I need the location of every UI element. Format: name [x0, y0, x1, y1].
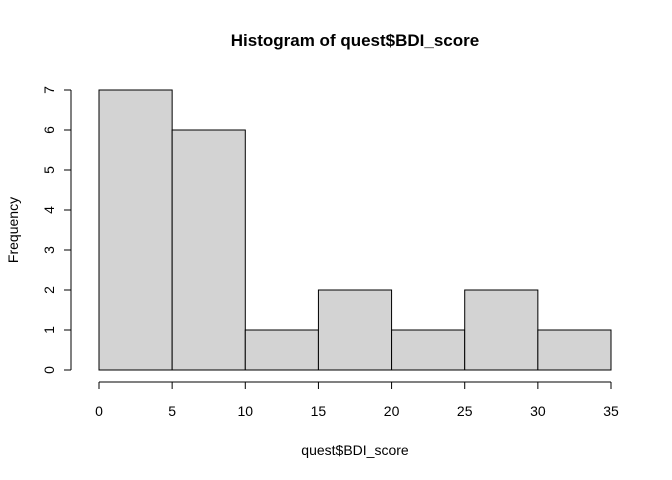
bars-group	[98, 89, 612, 371]
histogram-bar-4	[391, 329, 466, 371]
y-tick-label-5: 5	[41, 166, 57, 174]
chart-title: Histogram of quest$BDI_score	[231, 31, 479, 50]
x-tick-label-5: 25	[457, 403, 473, 419]
x-tick-label-3: 15	[311, 403, 327, 419]
y-axis: 0 1 2 3 4 5 6 7	[41, 86, 72, 374]
histogram-bar-1	[171, 129, 246, 371]
x-axis-label: quest$BDI_score	[301, 442, 409, 458]
y-tick-label-2: 2	[41, 286, 57, 294]
y-tick-label-4: 4	[41, 206, 57, 214]
histogram-bar-2	[244, 329, 319, 371]
y-axis-label: Frequency	[5, 197, 21, 263]
x-axis: 0 5 10 15 20 25 30 35	[95, 381, 619, 419]
y-tick-label-3: 3	[41, 246, 57, 254]
histogram-bar-0	[98, 89, 173, 371]
histogram-bar-3	[317, 289, 393, 371]
x-tick-label-0: 0	[95, 403, 103, 419]
y-tick-label-6: 6	[41, 126, 57, 134]
x-tick-label-1: 5	[168, 403, 176, 419]
y-tick-label-0: 0	[41, 366, 57, 374]
x-tick-label-4: 20	[384, 403, 400, 419]
histogram-bar-6	[537, 329, 612, 371]
y-tick-label-1: 1	[41, 326, 57, 334]
x-tick-label-7: 35	[603, 403, 619, 419]
x-tick-label-2: 10	[237, 403, 253, 419]
y-tick-label-7: 7	[41, 86, 57, 94]
histogram-bar-5	[464, 289, 539, 371]
x-tick-label-6: 30	[530, 403, 546, 419]
